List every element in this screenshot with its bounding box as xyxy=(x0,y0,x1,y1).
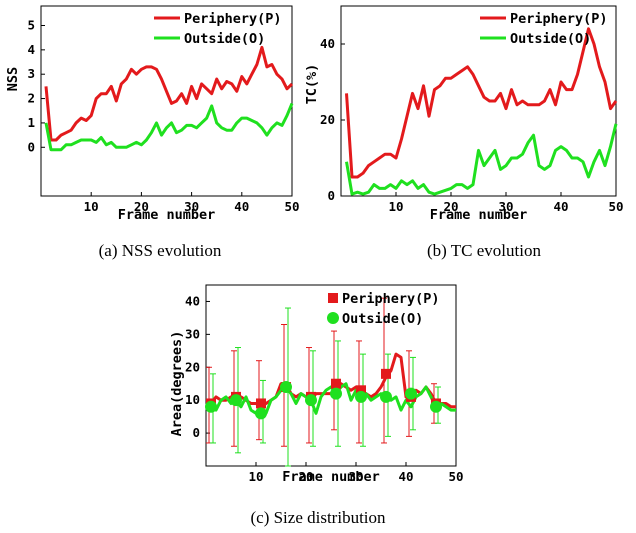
outside-marker xyxy=(405,387,417,400)
panel-caption: (c) Size distribution xyxy=(250,508,386,527)
x-tick-label: 20 xyxy=(443,199,458,214)
y-tick-label: 0 xyxy=(27,139,35,154)
periphery-marker xyxy=(356,385,366,396)
y-tick-label: 3 xyxy=(27,66,35,81)
series-line-periphery xyxy=(345,27,618,179)
legend: Periphery(P) Outside(O) xyxy=(154,11,282,47)
series-line-periphery xyxy=(44,45,294,142)
legend-label: Outside(O) xyxy=(184,31,265,47)
y-tick-label: 2 xyxy=(27,91,35,106)
x-tick-label: 50 xyxy=(608,199,623,214)
y-tick-label: 30 xyxy=(185,326,200,341)
y-tick-label: 4 xyxy=(27,42,35,57)
outside-marker xyxy=(230,394,242,407)
x-tick-label: 40 xyxy=(234,199,249,214)
series-line-outside xyxy=(44,102,294,152)
x-tick-label: 50 xyxy=(284,199,299,214)
legend-swatch-outside xyxy=(327,312,339,324)
y-tick-label: 20 xyxy=(185,359,200,374)
x-tick-label: 20 xyxy=(134,199,149,214)
y-tick-label: 40 xyxy=(185,293,200,308)
legend-label: Periphery(P) xyxy=(510,11,608,27)
legend: Periphery(P) Outside(O) xyxy=(327,291,440,327)
outside-marker xyxy=(205,400,217,413)
outside-marker xyxy=(305,394,317,407)
y-axis-label: NSS xyxy=(5,67,21,91)
periphery-marker xyxy=(381,368,391,379)
outside-marker xyxy=(280,381,292,394)
y-tick-label: 10 xyxy=(185,392,200,407)
axes-box xyxy=(40,5,293,197)
periphery-marker xyxy=(331,378,341,389)
legend-swatch-periphery xyxy=(328,293,338,303)
legend-label: Periphery(P) xyxy=(342,291,440,307)
outside-marker xyxy=(255,407,267,420)
outside-marker xyxy=(380,390,392,403)
x-tick-label: 10 xyxy=(388,199,403,214)
x-tick-label: 30 xyxy=(184,199,199,214)
size-panel: 10 20 30 40 50 0 10 20 30 40 Periphery(P) Outside(O… xyxy=(169,284,464,527)
x-tick-label: 20 xyxy=(298,469,313,484)
x-tick-label: 30 xyxy=(498,199,513,214)
y-axis-label: TC(%) xyxy=(304,64,320,105)
outside-marker xyxy=(355,390,367,403)
series-line-outside xyxy=(345,123,618,196)
legend-label: Periphery(P) xyxy=(184,11,282,27)
y-tick-label: 1 xyxy=(27,115,35,130)
y-tick-label: 0 xyxy=(327,188,335,203)
outside-marker xyxy=(430,400,442,413)
panel-caption: (b) TC evolution xyxy=(427,241,541,260)
x-tick-label: 10 xyxy=(248,469,263,484)
x-tick-label: 50 xyxy=(448,469,463,484)
legend-label: Outside(O) xyxy=(510,31,591,47)
x-axis-label: Frame number xyxy=(430,207,528,223)
y-tick-label: 0 xyxy=(192,425,200,440)
panel-caption: (a) NSS evolution xyxy=(99,241,222,260)
tc-panel: 10 20 30 40 50 0 20 40 Periphery(P) Outside(O) Fra… xyxy=(304,5,624,260)
x-tick-label: 40 xyxy=(398,469,413,484)
nss-panel: 10 20 30 40 50 0 1 2 3 4 5 Periphery(P) Outside(O) Fr… xyxy=(5,5,300,260)
x-tick-label: 30 xyxy=(348,469,363,484)
legend-label: Outside(O) xyxy=(342,311,423,327)
y-tick-label: 20 xyxy=(320,112,335,127)
legend: Periphery(P) Outside(O) xyxy=(480,11,608,47)
outside-marker xyxy=(330,387,342,400)
periphery-marker xyxy=(256,398,266,409)
axes-box xyxy=(205,284,457,467)
y-tick-label: 40 xyxy=(320,36,335,51)
x-axis-label: Frame number xyxy=(282,469,380,485)
y-axis-label: Area(degrees) xyxy=(169,331,185,437)
x-axis-label: Frame number xyxy=(118,207,216,223)
x-tick-label: 40 xyxy=(553,199,568,214)
y-tick-label: 5 xyxy=(27,17,35,32)
x-tick-label: 10 xyxy=(84,199,99,214)
